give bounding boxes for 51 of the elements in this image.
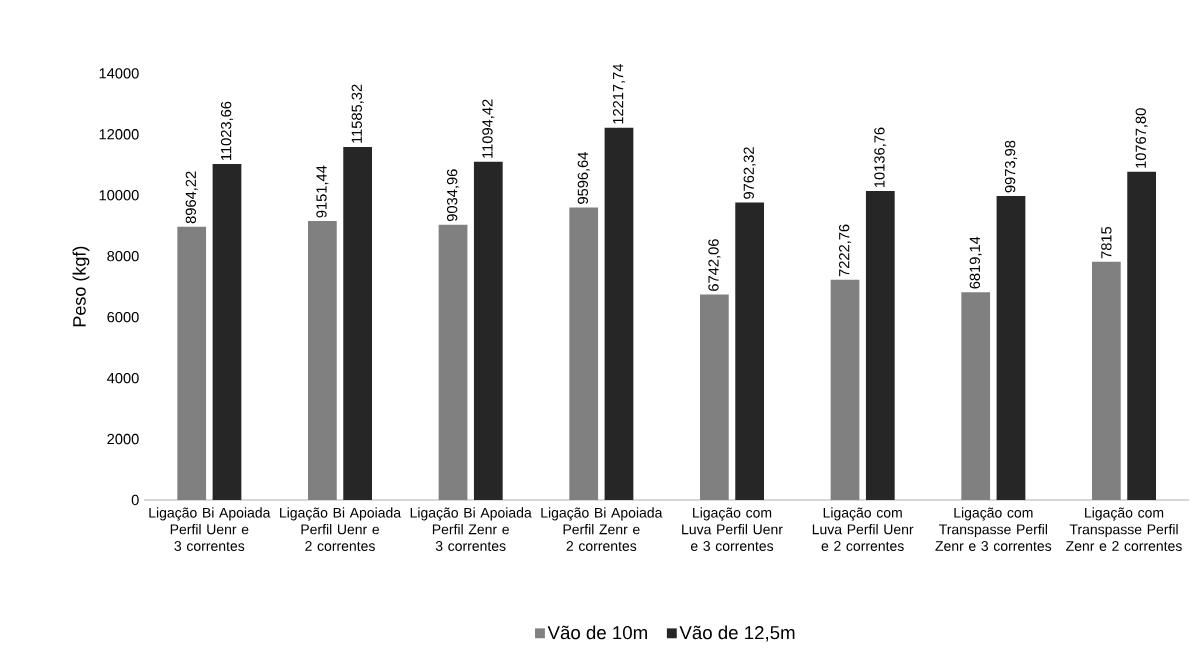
- data-label: 9034,96: [446, 169, 460, 222]
- data-label: 9151,44: [316, 165, 329, 218]
- x-tick-label: Ligação com Luva Perfil Uenr e 3 correntes: [682, 507, 783, 551]
- legend-label: Vão de 12,5m: [679, 625, 795, 642]
- data-label: 9762,32: [743, 147, 756, 199]
- data-label: 6819,14: [969, 236, 982, 289]
- y-tick-label: 0: [131, 494, 139, 506]
- x-tick-label: Ligação Bi Apoiada Perfil Uenr e 2 correntes: [280, 507, 402, 551]
- y-tick-label: 14000: [99, 68, 139, 79]
- data-label: 7815: [1101, 226, 1112, 259]
- bar: [961, 292, 991, 500]
- x-tick-label: Ligação com Transpasse Perfil Zenr e 3 correntes: [935, 507, 1052, 551]
- data-label: 10136,76: [874, 127, 887, 188]
- bar: [830, 279, 860, 500]
- bar: [735, 202, 765, 500]
- x-tick-label: Ligação Bi Apoiada Perfil Zenr e 2 correntes: [541, 507, 663, 551]
- data-label: 11585,32: [351, 84, 364, 143]
- data-label: 8964,22: [185, 171, 198, 224]
- x-tick-label: Ligação Bi Apoiada Perfil Zenr e 3 correntes: [410, 507, 532, 551]
- y-tick-label: 6000: [107, 311, 139, 323]
- data-label: 9973,98: [1004, 140, 1018, 193]
- bar: [996, 196, 1026, 500]
- data-label: 12217,74: [612, 63, 626, 124]
- bar: [569, 207, 599, 500]
- data-label: 11023,66: [220, 101, 234, 160]
- y-axis-title: Peso (kgf): [72, 246, 90, 327]
- bar: [1127, 171, 1157, 500]
- bar: [438, 224, 468, 500]
- bar: [212, 164, 242, 500]
- bar: [604, 127, 634, 500]
- data-label: 7222,76: [838, 224, 852, 277]
- x-tick-label: Ligação com Luva Perfil Uenr e 2 correntes: [812, 507, 914, 551]
- bar: [473, 161, 503, 500]
- bar: [343, 146, 373, 500]
- bar: [177, 226, 207, 500]
- y-tick-label: 4000: [107, 372, 139, 384]
- bar: [865, 191, 895, 500]
- y-tick-label: 10000: [99, 190, 139, 201]
- bar: [308, 221, 337, 500]
- y-tick-label: 12000: [99, 129, 139, 140]
- x-tick-label: Ligação Bi Apoiada Perfil Uenr e 3 correntes: [149, 507, 271, 551]
- data-label: 11094,42: [482, 99, 495, 158]
- y-tick-label: 8000: [107, 251, 139, 262]
- bar: [1091, 261, 1121, 500]
- y-tick-label: 2000: [107, 433, 139, 445]
- data-label: 10767,80: [1135, 108, 1148, 168]
- data-label: 9596,64: [577, 152, 590, 204]
- bar: [699, 294, 729, 500]
- x-tick-label: Ligação com Transpasse Perfil Zenr e 2 correntes: [1066, 507, 1182, 551]
- data-label: 6742,06: [708, 239, 721, 291]
- legend-label: Vão de 10m: [547, 625, 647, 640]
